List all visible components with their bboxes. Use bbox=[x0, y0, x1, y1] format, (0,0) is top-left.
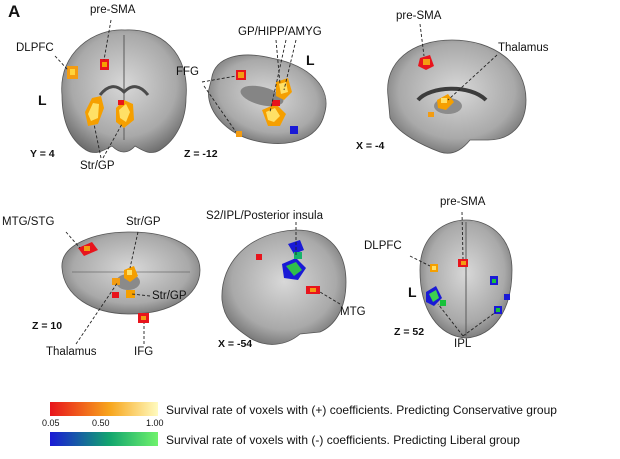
label-axial-high-pre-sma: pre-SMA bbox=[440, 196, 486, 208]
legend-positive-text: Survival rate of voxels with (+) coeffic… bbox=[166, 403, 557, 417]
coord-axial-high: Z = 52 bbox=[394, 326, 425, 338]
legend-tick-max: 1.00 bbox=[146, 418, 164, 428]
coord-sagittal-medial: X = -4 bbox=[356, 140, 385, 152]
leader-lines bbox=[54, 19, 498, 345]
sagittal-medial-slice bbox=[387, 39, 527, 154]
coord-axial-mid: Z = 10 bbox=[32, 320, 63, 332]
sagittal-lateral-slice bbox=[221, 229, 347, 345]
label-axial-high-dlpfc: DLPFC bbox=[364, 240, 402, 252]
label-ffg: FFG bbox=[176, 66, 199, 78]
label-mtg-stg: MTG/STG bbox=[2, 216, 55, 228]
label-coronal-str-gp: Str/GP bbox=[80, 160, 115, 172]
label-axial-str-gp-upper: Str/GP bbox=[126, 216, 161, 228]
label-mtg: MTG bbox=[340, 306, 366, 318]
orientation-left-marker: L bbox=[38, 92, 47, 108]
label-ifg: IFG bbox=[134, 346, 154, 358]
legend-negative-colorbar bbox=[50, 432, 158, 446]
label-axial-str-gp-lower: Str/GP bbox=[152, 290, 187, 302]
legend-tick-mid: 0.50 bbox=[92, 418, 110, 428]
label-sagittal-pre-sma: pre-SMA bbox=[396, 10, 442, 22]
legend-positive-colorbar bbox=[50, 402, 158, 416]
legend-tick-min: 0.05 bbox=[42, 418, 60, 428]
label-ipl: IPL bbox=[454, 338, 472, 350]
legend-negative-text: Survival rate of voxels with (-) coeffic… bbox=[166, 433, 520, 447]
axial-high-slice bbox=[419, 219, 513, 339]
label-thalamus-sagittal: Thalamus bbox=[498, 42, 549, 54]
coord-axial-low: Z = -12 bbox=[184, 148, 218, 160]
coord-coronal: Y = 4 bbox=[30, 148, 55, 160]
coord-sagittal-lateral: X = -54 bbox=[218, 338, 253, 350]
label-s2-ipl-insula: S2/IPL/Posterior insula bbox=[206, 210, 323, 222]
label-thalamus-axial: Thalamus bbox=[46, 346, 97, 358]
label-coronal-dlpfc: DLPFC bbox=[16, 42, 54, 54]
coronal-slice bbox=[61, 29, 187, 153]
label-coronal-pre-sma: pre-SMA bbox=[90, 4, 136, 16]
axial-mid-slice bbox=[61, 231, 201, 323]
axial-low-slice bbox=[208, 54, 327, 144]
orientation-left-marker-top: L bbox=[408, 284, 417, 300]
label-gp-hipp-amyg: GP/HIPP/AMYG bbox=[238, 26, 322, 38]
orientation-left-marker-axial: L bbox=[306, 52, 315, 68]
panel-letter: A bbox=[8, 2, 21, 21]
